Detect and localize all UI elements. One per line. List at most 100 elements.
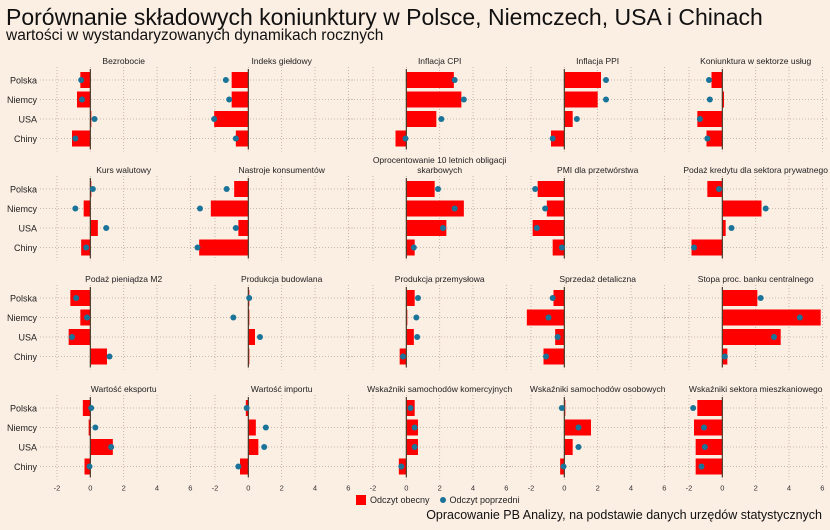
dot-previous: [398, 463, 405, 470]
dot-previous: [451, 77, 458, 83]
x-tick-label: 2: [438, 484, 442, 493]
category-label: Polska: [10, 76, 37, 86]
panel-title: Bezrobocie: [102, 56, 145, 66]
dot-previous: [232, 135, 239, 142]
x-tick-label: 2: [754, 484, 758, 493]
dot-previous: [196, 205, 203, 212]
dot-previous: [235, 463, 242, 470]
dot-previous: [698, 463, 705, 470]
bar-current: [90, 220, 98, 236]
category-label: Chiny: [14, 462, 38, 472]
dot-previous: [796, 314, 803, 321]
category-label: Polska: [10, 294, 37, 304]
dot-previous: [701, 444, 708, 450]
panel-title: Produkcja przemysłowa: [395, 274, 485, 284]
x-tick-label: 0: [720, 484, 724, 493]
dot-previous: [243, 405, 250, 411]
dot-previous: [108, 444, 115, 450]
category-label: USA: [18, 224, 37, 234]
panel-title: Indeks giełdowy: [251, 56, 312, 66]
category-label: Chiny: [14, 243, 38, 253]
dot-previous: [716, 186, 723, 192]
dot-previous: [78, 77, 85, 83]
bar-current: [537, 181, 565, 197]
dot-previous: [83, 244, 90, 251]
dot-previous: [603, 77, 610, 83]
bar-current: [234, 181, 249, 197]
dot-previous: [691, 244, 698, 251]
dot-previous: [84, 314, 91, 321]
x-tick-label: 0: [562, 484, 566, 493]
category-label: Chiny: [14, 134, 38, 144]
dot-previous: [246, 295, 253, 301]
bar-current: [722, 91, 725, 108]
bar-current: [82, 400, 91, 416]
x-tick-label: 0: [246, 484, 250, 493]
dot-previous: [194, 244, 201, 251]
bar-current: [711, 72, 723, 88]
dot-previous: [762, 205, 769, 212]
dot-previous: [69, 334, 76, 340]
panel-title: Produkcja budowlana: [241, 274, 323, 284]
dot-previous: [415, 295, 422, 301]
bar-current: [248, 439, 259, 455]
category-label: Polska: [10, 185, 37, 195]
source-caption: Opracowanie PB Analizy, na podstawie dan…: [426, 508, 822, 522]
dot-previous: [411, 444, 418, 450]
dot-previous: [89, 186, 96, 192]
panel-title: Koniunktura w sektorze usług: [700, 56, 811, 66]
dot-previous: [451, 205, 458, 212]
bar-current: [694, 419, 723, 436]
x-tick-label: 4: [629, 484, 633, 493]
dot-previous: [92, 424, 99, 431]
category-label: USA: [18, 333, 37, 343]
legend-label-current: Odczyt obecny: [370, 495, 430, 505]
panel-title: Podaż kredytu dla sektora prywatnego: [683, 165, 828, 175]
dot-previous: [757, 295, 764, 301]
bar-current: [406, 290, 415, 306]
dot-previous: [728, 225, 735, 231]
x-tick-label: -2: [212, 484, 219, 493]
bar-current: [697, 400, 723, 416]
panel-title: Sprzedaż detaliczna: [559, 274, 636, 284]
bar-current: [90, 348, 108, 365]
bar-current: [214, 111, 249, 127]
bar-current: [406, 111, 437, 127]
dot-previous: [543, 353, 550, 360]
bar-current: [564, 91, 598, 108]
panel-title: Podaż pieniądza M2: [85, 274, 162, 284]
dot-previous: [103, 225, 110, 231]
dot-previous: [79, 96, 86, 103]
panel-title: Oprocentowanie 10 letnich obligacji: [373, 155, 507, 165]
dot-previous: [706, 96, 713, 103]
x-tick-label: -2: [54, 484, 61, 493]
bar-current: [240, 458, 249, 475]
dot-previous: [414, 334, 421, 340]
bar-current: [83, 200, 91, 217]
dot-previous: [696, 116, 703, 122]
dot-previous: [400, 353, 407, 360]
dot-previous: [706, 77, 713, 83]
bar-current: [70, 290, 91, 306]
dot-previous: [262, 424, 269, 431]
dot-previous: [603, 96, 610, 103]
dot-previous: [222, 77, 229, 83]
bar-current: [406, 72, 454, 88]
category-label: USA: [18, 115, 37, 125]
x-tick-label: 2: [596, 484, 600, 493]
x-tick-label: -2: [686, 484, 693, 493]
bar-current: [532, 220, 565, 236]
bar-current: [722, 290, 758, 306]
dot-previous: [402, 135, 409, 142]
dot-previous: [558, 405, 565, 411]
bar-current: [543, 348, 565, 365]
x-tick-label: 2: [122, 484, 126, 493]
dot-previous: [232, 225, 239, 231]
x-tick-label: 6: [662, 484, 666, 493]
bar-current: [722, 220, 726, 236]
panel-title: Wartość eksportu: [91, 384, 157, 394]
chart-subtitle: wartości w wystandaryzowanych dynamikach…: [6, 27, 384, 44]
bar-current: [395, 130, 407, 147]
x-tick-label: 2: [280, 484, 284, 493]
